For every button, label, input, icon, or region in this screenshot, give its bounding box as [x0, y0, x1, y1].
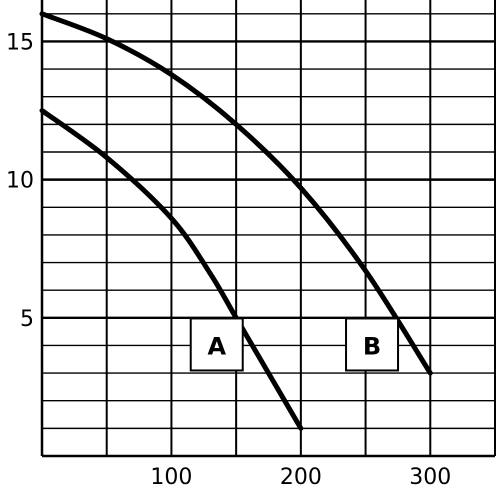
- curve-label-a: A: [189, 317, 244, 372]
- tick-labels: 100 200 300 5 10 15: [6, 30, 451, 490]
- x-tick-label: 100: [150, 465, 192, 490]
- y-tick-label: 10: [6, 169, 34, 194]
- curve-label-box: [345, 317, 400, 372]
- grid: [42, 0, 495, 456]
- curve-label-box: [189, 317, 244, 372]
- y-tick-label: 5: [20, 307, 34, 332]
- curve-label-text: A: [207, 332, 226, 360]
- x-tick-label: 300: [409, 465, 451, 490]
- curve-label-text: B: [363, 332, 381, 360]
- series-line-b: [39, 11, 433, 376]
- y-tick-label: 15: [6, 30, 34, 55]
- curves: [39, 11, 433, 431]
- x-tick-label: 200: [280, 465, 322, 490]
- axis-frame: [40, 0, 496, 458]
- curve-label-b: B: [345, 317, 400, 372]
- series-line-a: [39, 108, 304, 431]
